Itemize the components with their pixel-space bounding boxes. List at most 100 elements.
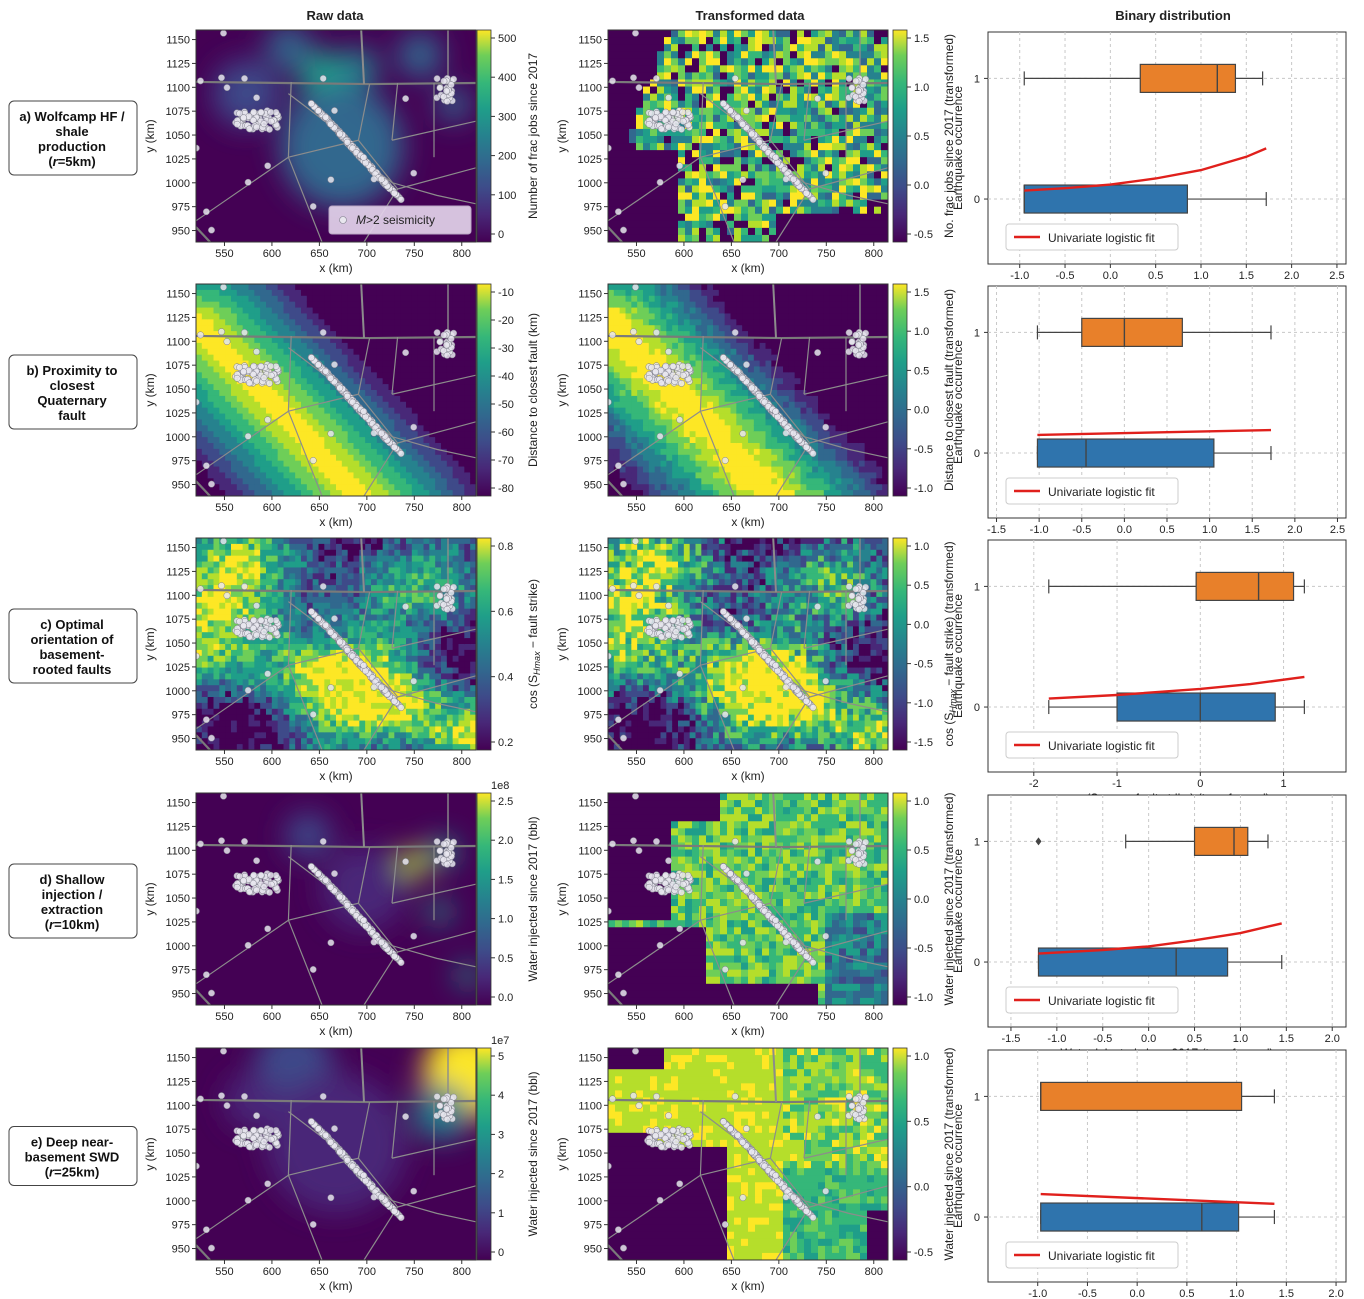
map-pixel xyxy=(388,460,395,468)
map-pixel xyxy=(365,289,372,297)
map-pixel xyxy=(295,390,302,397)
map-pixel xyxy=(254,472,261,479)
map-pixel xyxy=(289,484,296,491)
map-pixel xyxy=(295,448,302,456)
map-pixel xyxy=(376,413,384,421)
map-pixel xyxy=(452,384,460,391)
seismicity-point xyxy=(257,362,265,370)
map-pixel xyxy=(417,419,425,426)
map-pixel xyxy=(201,401,209,409)
map-pixel xyxy=(625,390,632,397)
map-pixel xyxy=(762,136,770,144)
colorbar-tick-label: -20 xyxy=(498,315,514,327)
map-pixel xyxy=(411,443,419,450)
map-pixel xyxy=(631,484,638,491)
map-pixel xyxy=(213,443,220,450)
map-pixel xyxy=(283,425,290,432)
map-pixel xyxy=(371,295,378,303)
map-pixel xyxy=(260,448,267,456)
map-pixel xyxy=(769,171,777,179)
map-pixel xyxy=(207,342,215,350)
map-pixel xyxy=(277,342,285,350)
map-pixel xyxy=(654,425,662,432)
map-pixel xyxy=(755,86,763,95)
map-pixel xyxy=(648,390,656,397)
map-pixel xyxy=(783,44,791,52)
map-pixel xyxy=(776,178,784,187)
map-pixel xyxy=(318,325,325,332)
map-pixel xyxy=(643,289,650,297)
map-pixel xyxy=(625,443,632,450)
map-pixel xyxy=(371,484,378,491)
map-pixel xyxy=(406,313,413,320)
map-pixel xyxy=(324,472,331,479)
map-pixel xyxy=(637,390,644,397)
map-pixel xyxy=(881,164,888,172)
seismicity-point xyxy=(307,354,315,362)
map-pixel xyxy=(608,220,616,229)
map-pixel xyxy=(689,472,697,479)
map-pixel xyxy=(201,301,209,309)
map-pixel xyxy=(411,413,419,421)
map-pixel xyxy=(242,301,250,309)
map-pixel xyxy=(797,107,805,116)
map-pixel xyxy=(678,44,686,52)
map-pixel xyxy=(811,220,819,229)
map-pixel xyxy=(260,460,267,468)
map-pixel xyxy=(464,454,471,462)
map-pixel xyxy=(650,171,658,179)
map-pixel xyxy=(441,443,448,450)
map-pixel xyxy=(839,121,847,130)
map-pixel xyxy=(371,319,378,326)
map-pixel xyxy=(382,454,390,462)
map-pixel xyxy=(207,390,215,397)
map-pixel xyxy=(648,401,656,409)
map-pixel xyxy=(341,337,349,344)
map-pixel xyxy=(277,466,285,474)
map-pixel xyxy=(874,234,882,242)
map-pixel xyxy=(452,360,460,368)
map-pixel xyxy=(271,466,279,474)
seismicity-point xyxy=(739,176,747,184)
map-pixel xyxy=(734,157,742,165)
map-pixel xyxy=(797,206,805,215)
map-pixel xyxy=(441,413,448,421)
map-pixel xyxy=(382,395,390,403)
map-pixel xyxy=(341,284,349,291)
map-pixel xyxy=(622,128,630,137)
map-pixel xyxy=(695,319,702,326)
map-pixel xyxy=(654,301,662,309)
map-pixel xyxy=(608,401,615,409)
map-pixel xyxy=(382,337,390,344)
map-pixel xyxy=(306,366,314,373)
seismicity-point xyxy=(630,74,637,82)
map-pixel xyxy=(860,100,868,109)
map-pixel xyxy=(769,227,777,236)
map-pixel xyxy=(324,354,331,362)
map-pixel xyxy=(435,366,442,373)
map-pixel xyxy=(376,337,384,344)
map-pixel xyxy=(755,30,763,38)
map-pixel xyxy=(429,484,436,491)
map-pixel xyxy=(464,478,471,485)
map-pixel xyxy=(441,431,448,438)
map-pixel xyxy=(394,384,401,391)
map-pixel xyxy=(295,301,302,309)
map-pixel xyxy=(312,460,320,468)
map-pixel xyxy=(225,419,232,426)
map-pixel xyxy=(608,301,615,309)
map-pixel xyxy=(283,478,290,485)
map-pixel xyxy=(631,313,638,320)
map-pixel xyxy=(678,431,685,438)
map-pixel xyxy=(365,325,372,332)
map-pixel xyxy=(713,107,721,116)
map-pixel xyxy=(790,30,798,38)
map-pixel xyxy=(382,313,390,320)
map-pixel xyxy=(213,454,220,462)
map-pixel xyxy=(636,192,644,201)
map-pixel xyxy=(846,178,854,187)
map-pixel xyxy=(636,171,644,179)
map-pixel xyxy=(359,284,366,291)
map-pixel xyxy=(353,395,360,403)
seismicity-point xyxy=(223,84,231,92)
